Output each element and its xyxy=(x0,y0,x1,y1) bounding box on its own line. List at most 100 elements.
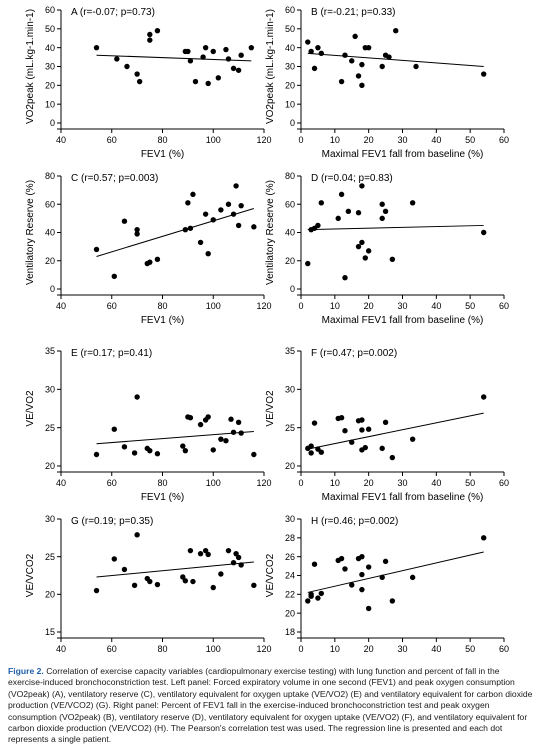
data-point xyxy=(210,447,216,453)
data-point xyxy=(349,439,355,445)
panel-title: A (r=-0.07; p=0.73) xyxy=(71,7,155,18)
data-point xyxy=(205,250,211,257)
data-point xyxy=(187,415,194,421)
data-point xyxy=(409,200,416,206)
data-point xyxy=(342,275,348,281)
data-point xyxy=(235,554,242,561)
regression-line xyxy=(307,551,484,593)
y-tick-label: 15 xyxy=(45,627,55,637)
y-tick-label: 30 xyxy=(45,62,55,72)
regression-line xyxy=(307,224,484,231)
panel-f: 20 25 30 35 0 10 20 30 40 50 60 F (r=0.47; p=0.002)… xyxy=(265,346,509,503)
panel-b: 0 10 20 30 40 50 60 0 10 20 30 40 50 60 B (r=-0.21; p=… xyxy=(265,5,509,160)
x-tick-label: 60 xyxy=(499,478,509,488)
data-point xyxy=(233,183,239,189)
data-point xyxy=(389,598,396,604)
y-tick-label: 0 xyxy=(290,284,295,294)
data-point xyxy=(111,426,117,432)
data-point xyxy=(389,256,396,263)
data-point xyxy=(187,58,194,64)
data-point xyxy=(308,450,314,456)
caption-text: Correlation of exercise capacity variabl… xyxy=(8,666,533,745)
data-point xyxy=(121,566,128,573)
data-point xyxy=(131,450,138,456)
data-point xyxy=(228,416,234,422)
data-point xyxy=(238,430,244,436)
x-tick-label: 80 xyxy=(157,301,167,311)
x-tick-label: 30 xyxy=(397,644,407,654)
y-tick-label: 20 xyxy=(285,256,295,266)
data-point xyxy=(223,46,229,53)
x-tick-label: 40 xyxy=(431,478,441,488)
data-point xyxy=(409,574,416,581)
data-point xyxy=(382,558,389,565)
y-tick-label: 35 xyxy=(45,346,55,356)
data-point xyxy=(238,52,244,58)
data-point xyxy=(154,28,161,34)
data-point xyxy=(342,428,348,434)
data-point xyxy=(379,201,385,207)
data-point xyxy=(190,578,196,585)
data-point xyxy=(362,444,368,451)
data-point xyxy=(315,222,321,229)
data-point xyxy=(355,243,362,250)
data-point xyxy=(362,255,368,261)
y-tick-label: 80 xyxy=(45,171,55,181)
x-tick-label: 20 xyxy=(364,301,374,311)
data-point xyxy=(235,419,242,425)
y-tick-label: 60 xyxy=(45,5,55,15)
data-point xyxy=(180,443,186,449)
data-point xyxy=(147,37,153,43)
y-tick-label: 20 xyxy=(285,608,295,618)
x-axis-label: Maximal FEV1 fall from baseline (%) xyxy=(322,492,484,503)
x-axis-label: Maximal FEV1 fall from baseline (%) xyxy=(322,315,484,326)
data-point xyxy=(308,48,314,55)
x-tick-label: 120 xyxy=(256,644,271,654)
y-tick-label: 35 xyxy=(285,346,295,356)
y-tick-label: 22 xyxy=(285,590,295,600)
y-tick-label: 40 xyxy=(285,228,295,238)
data-point xyxy=(182,226,189,233)
data-point xyxy=(352,33,358,40)
data-point xyxy=(335,215,341,222)
y-tick-label: 50 xyxy=(45,24,55,34)
x-tick-label: 100 xyxy=(206,644,221,654)
data-point xyxy=(248,44,255,51)
y-tick-label: 26 xyxy=(285,552,295,562)
y-tick-label: 0 xyxy=(290,118,295,128)
y-tick-label: 18 xyxy=(285,627,295,637)
data-point xyxy=(345,208,352,215)
data-point xyxy=(154,581,161,588)
y-axis-label: Ventilatory Reserve (%) xyxy=(25,180,36,285)
data-point xyxy=(205,551,211,558)
data-point xyxy=(379,445,385,452)
y-tick-label: 25 xyxy=(285,423,295,433)
data-point xyxy=(147,31,153,38)
data-point xyxy=(111,556,117,562)
data-point xyxy=(147,447,153,454)
y-tick-label: 80 xyxy=(285,171,295,181)
data-point xyxy=(210,217,216,223)
data-point xyxy=(359,183,365,189)
data-point xyxy=(202,211,209,217)
data-point xyxy=(225,56,232,62)
regression-line xyxy=(307,412,484,450)
y-tick-label: 20 xyxy=(45,461,55,471)
data-point xyxy=(311,420,318,426)
x-tick-label: 100 xyxy=(206,478,221,488)
x-axis-label: Maximal FEV1 fall from baseline (%) xyxy=(322,149,484,160)
data-point xyxy=(218,571,224,577)
data-point xyxy=(386,54,392,60)
data-point xyxy=(359,417,365,423)
x-tick-label: 80 xyxy=(157,135,167,145)
data-point xyxy=(210,584,216,591)
data-point xyxy=(147,578,153,585)
y-tick-label: 25 xyxy=(45,552,55,562)
data-point xyxy=(355,210,362,216)
panel-a: 0 10 20 30 40 50 60 40 60 80 100 120 A (r=-0.07; p=0… xyxy=(25,5,272,160)
panel-title: D (r=0.04; p=0.83) xyxy=(311,173,393,184)
data-point xyxy=(318,200,324,206)
data-point xyxy=(197,550,204,557)
y-axis-label: VE/VO2 xyxy=(25,390,36,427)
